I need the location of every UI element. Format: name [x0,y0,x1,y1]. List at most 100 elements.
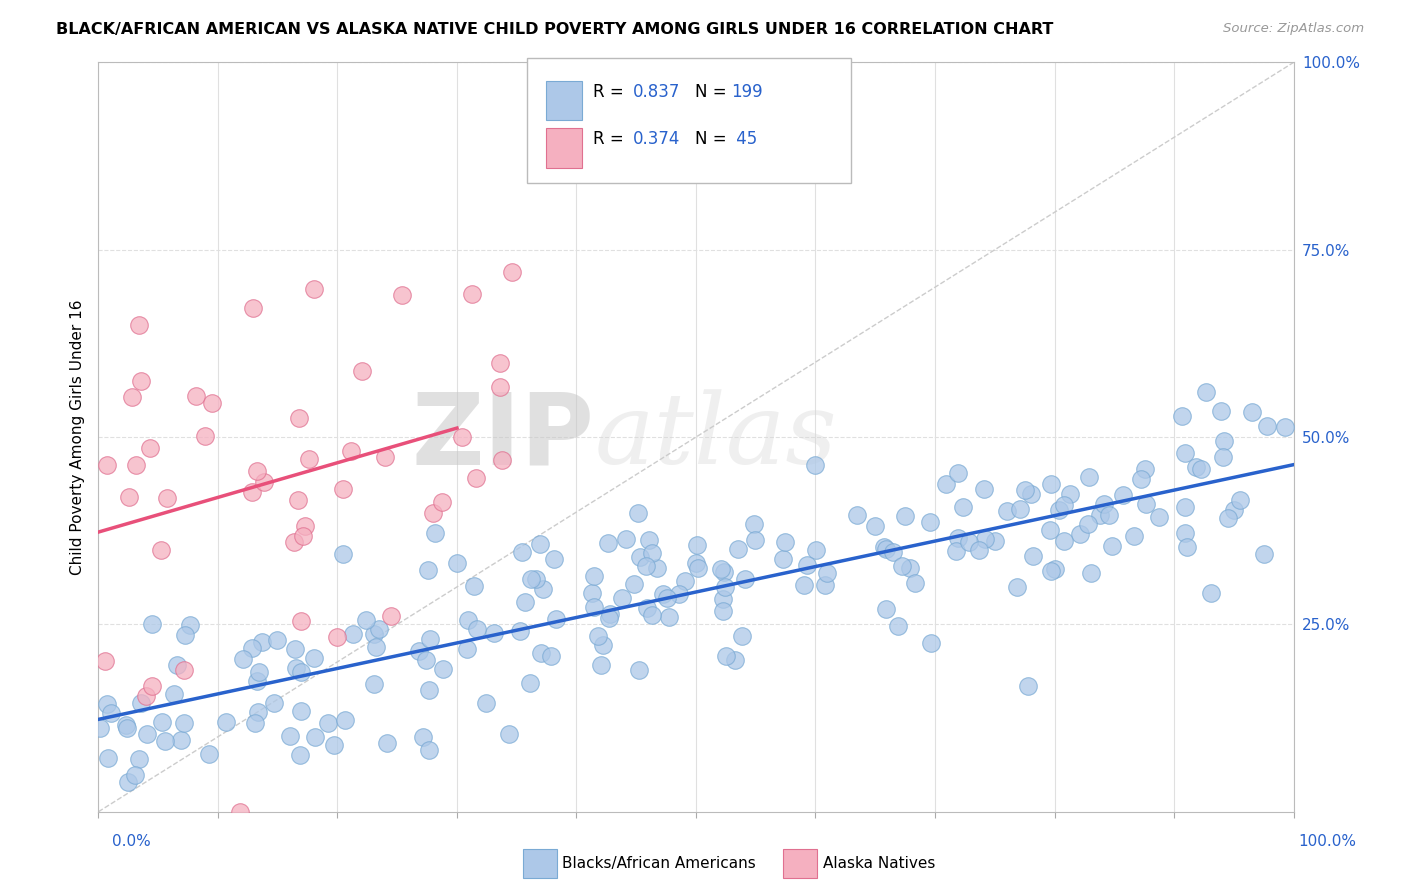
Point [946,532,969,546]
Point [509,624,531,638]
Text: N =: N = [695,83,731,101]
Text: 100.0%: 100.0% [1299,834,1357,848]
Point [772,552,794,566]
Text: 0.837: 0.837 [633,83,681,101]
Point [418,563,440,577]
Point [1216,511,1239,525]
Point [461,287,484,301]
Point [501,265,523,279]
Point [995,504,1018,518]
Point [412,730,434,744]
Point [179,618,201,632]
Point [973,482,995,496]
Point [731,630,754,644]
Point [530,646,553,660]
Point [121,390,143,404]
Point [156,491,179,505]
Point [363,627,385,641]
Point [638,533,661,547]
Point [290,704,312,718]
Point [804,458,827,472]
Point [1195,385,1218,400]
Point [1209,404,1232,418]
Point [714,648,737,663]
Point [510,544,533,558]
Point [1256,418,1278,433]
Point [724,653,747,667]
Point [1130,472,1153,486]
Point [1135,497,1157,511]
Point [647,560,669,574]
Point [658,610,681,624]
Point [1059,487,1081,501]
Point [1017,679,1039,693]
Point [124,768,146,782]
Point [115,718,138,732]
Point [1111,488,1133,502]
Point [623,577,645,591]
Point [875,541,897,556]
Point [1047,503,1070,517]
Point [96,458,118,472]
Point [1170,409,1192,423]
Point [636,600,658,615]
Point [894,509,917,524]
Y-axis label: Child Poverty Among Girls Under 16: Child Poverty Among Girls Under 16 [69,300,84,574]
Point [515,595,537,609]
Point [498,727,520,741]
Point [1133,462,1156,476]
Point [97,751,120,765]
Point [529,536,551,550]
Point [711,592,734,607]
Point [1174,446,1197,460]
Point [290,665,312,679]
Point [598,611,620,625]
Point [374,450,396,464]
Point [94,654,117,668]
Point [673,574,696,588]
Text: 0.374: 0.374 [633,130,681,148]
Point [294,519,316,533]
Point [887,619,910,633]
Point [974,532,997,546]
Point [1053,498,1076,512]
Point [1005,580,1028,594]
Point [815,566,838,580]
Point [1147,510,1170,524]
Point [1175,541,1198,555]
Point [685,557,707,571]
Point [419,632,441,646]
Point [243,715,266,730]
Point [287,411,309,425]
Point [1201,586,1223,600]
Point [253,475,276,490]
Point [793,578,815,592]
Point [302,651,325,665]
Point [215,714,238,729]
Point [612,591,634,606]
Point [920,515,942,529]
Point [641,546,664,560]
Point [246,705,269,719]
Point [1223,502,1246,516]
Text: 45: 45 [731,130,758,148]
Point [240,641,263,656]
Point [332,547,354,561]
Point [115,721,138,735]
Point [865,518,887,533]
Point [952,500,974,515]
Text: atlas: atlas [595,390,837,484]
Point [298,451,321,466]
Point [589,658,612,673]
Point [920,636,942,650]
Point [713,565,735,579]
Point [242,301,264,315]
Point [873,540,896,554]
Point [290,615,312,629]
Point [302,282,325,296]
Point [332,482,354,496]
Point [1174,525,1197,540]
Point [945,544,967,558]
Point [141,679,163,693]
Point [284,642,307,657]
